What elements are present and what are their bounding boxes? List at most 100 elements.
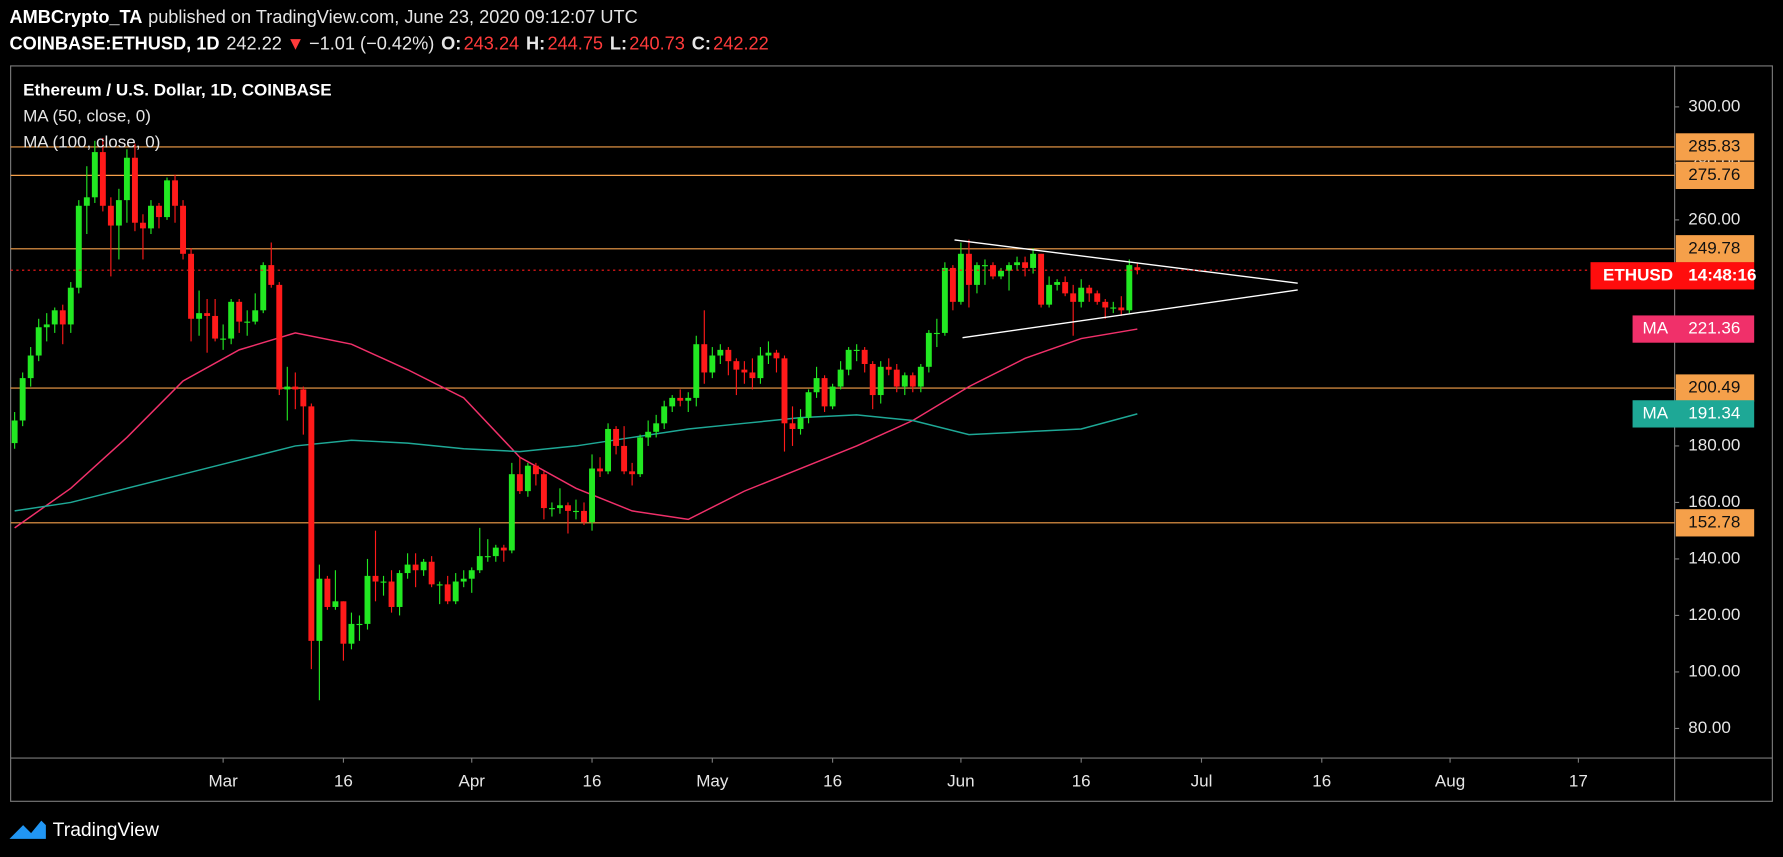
candle-body [661, 406, 668, 424]
candle-body [797, 417, 804, 429]
candle-body [484, 556, 491, 558]
candle-body [990, 265, 996, 277]
countdown: 14:48:16 [1688, 265, 1756, 284]
candle-body [669, 397, 676, 407]
candle-body [396, 573, 403, 607]
ohlc-label: L: [610, 33, 627, 53]
level-badge [1675, 133, 1755, 161]
candle-body [332, 601, 339, 607]
trendline [954, 239, 1298, 284]
candle-body [188, 253, 195, 319]
y-tick-label: 120.00 [1688, 605, 1740, 624]
candle-body [613, 428, 620, 446]
candle-body [380, 581, 387, 583]
candle-body [821, 378, 828, 407]
quote-line: COINBASE:ETHUSD, 1D 242.22 ▼ −1.01 (−0.42%)… [9, 33, 768, 53]
candle-body [1110, 307, 1117, 309]
logo-shape [9, 820, 46, 839]
candle-body [91, 152, 98, 198]
legend-entry: MA (100, close, 0) [23, 133, 160, 152]
candle-body [428, 561, 435, 585]
level-badge [1675, 509, 1755, 537]
candle-body [677, 397, 684, 401]
candle-body [653, 423, 660, 432]
candle-body [67, 287, 74, 325]
level-badge [1675, 374, 1755, 402]
candle-body [941, 267, 948, 333]
candle-body [236, 301, 243, 322]
ma-badge [1632, 400, 1755, 428]
x-tick-label: 16 [823, 771, 842, 790]
candle-body [645, 431, 652, 438]
y-tick-label: 300.00 [1688, 96, 1740, 115]
level-label: 285.83 [1688, 136, 1740, 155]
axes: 80.00100.00120.00140.00160.00180.00200.0… [208, 96, 1756, 790]
ma-badge [1632, 315, 1755, 343]
candle-body [372, 575, 379, 582]
candle-body [172, 180, 178, 206]
x-tick-label: Jul [1191, 771, 1213, 790]
candle-body [565, 505, 571, 511]
candle-body [693, 344, 700, 398]
candle-body [861, 349, 868, 364]
ohlc-value: 244.75 [547, 33, 603, 53]
candle-body [893, 369, 900, 387]
ma-badge-label: MA [1643, 403, 1669, 422]
candle-body [492, 547, 499, 557]
candle-body [1046, 284, 1053, 305]
candle-body [316, 578, 323, 641]
candle-body [452, 581, 459, 602]
candle-body [340, 601, 347, 644]
author: AMBCrypto_TA [9, 7, 142, 27]
candle-body [829, 386, 836, 407]
candle-body [805, 392, 812, 418]
candle-body [1022, 262, 1029, 268]
candle-body [965, 253, 972, 285]
candle-body [420, 561, 427, 571]
x-tick-label: 16 [583, 771, 602, 790]
candle-body [629, 471, 636, 475]
direction: ▼ [286, 33, 304, 53]
ohlc-label: H: [526, 33, 545, 53]
candle-body [11, 420, 18, 444]
candle-body [164, 180, 170, 218]
level-badge [1675, 235, 1755, 263]
candle-body [1094, 293, 1101, 302]
candle-body [621, 445, 628, 472]
y-tick-label: 100.00 [1688, 661, 1740, 680]
candle-body [957, 253, 964, 302]
candle-body [156, 205, 162, 218]
candle-body [845, 349, 852, 370]
candle-body [789, 423, 796, 429]
ohlc-value: 240.73 [629, 33, 685, 53]
candle-body [412, 564, 419, 571]
x-tick-label: Jun [947, 771, 974, 790]
ohlc-label: O: [441, 33, 461, 53]
candle-body [581, 510, 587, 523]
candle-body [276, 284, 283, 390]
candle-body [292, 386, 299, 390]
candle-body [1126, 265, 1133, 311]
candle-body [1030, 253, 1037, 268]
candle-body [1078, 287, 1085, 302]
price-badge-label: ETHUSD [1603, 265, 1673, 284]
candle-body [35, 327, 42, 356]
publish-line: AMBCrypto_TA published on TradingView.com… [9, 7, 637, 27]
candle-body [516, 474, 523, 492]
brand: TradingView [53, 820, 159, 841]
y-tick-label: 260.00 [1688, 209, 1740, 228]
candle-body [196, 313, 203, 319]
ohlc-value: 243.24 [464, 33, 520, 53]
candle-body [701, 344, 708, 373]
level-badge [1675, 161, 1755, 190]
x-tick-label: 16 [334, 771, 353, 790]
candle-body [1014, 262, 1020, 266]
ma-badge-value: 221.36 [1688, 319, 1740, 338]
candle-body [308, 406, 315, 641]
candle-body [813, 378, 820, 393]
y-tick-label: 140.00 [1688, 548, 1740, 567]
candle-body [460, 578, 467, 582]
candle-body [717, 349, 724, 356]
published: published on TradingView.com, June 23, 2… [148, 7, 638, 27]
candle-body [1062, 282, 1069, 294]
